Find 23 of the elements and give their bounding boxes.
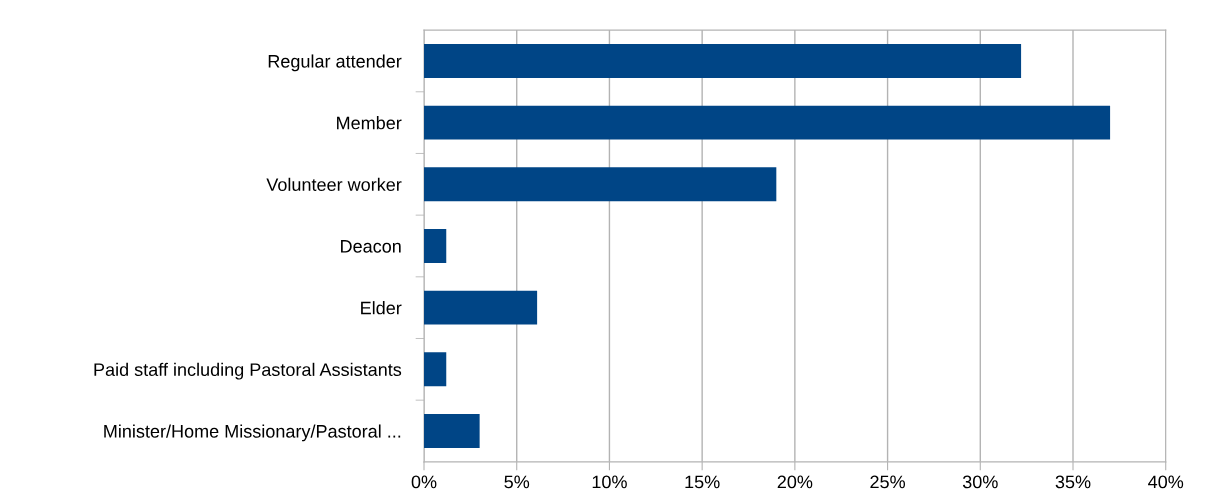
bar xyxy=(424,167,777,202)
bar xyxy=(424,105,1111,140)
x-tick-label: 0% xyxy=(411,475,437,489)
x-tick-label: 35% xyxy=(1055,475,1091,489)
x-tick-label: 30% xyxy=(962,475,998,489)
bar xyxy=(424,414,480,448)
bar xyxy=(424,290,538,325)
y-tick-label: Minister/Home Missionary/Pastoral ... xyxy=(104,424,401,442)
y-tick-label: Member xyxy=(337,116,402,130)
bar xyxy=(424,44,1022,78)
x-tick-label: 5% xyxy=(504,475,530,489)
x-tick-label: 15% xyxy=(685,475,720,489)
bar xyxy=(424,352,447,387)
bar xyxy=(424,229,447,263)
x-tick-label: 40% xyxy=(1148,475,1184,489)
y-tick-label: Paid staff including Pastoral Assistants xyxy=(94,362,402,380)
x-tick-label: 25% xyxy=(870,475,906,489)
y-tick-label: Deacon xyxy=(341,240,401,253)
y-tick-label: Elder xyxy=(361,301,402,315)
y-tick-label: Volunteer worker xyxy=(266,177,402,192)
x-tick-label: 10% xyxy=(592,475,627,489)
x-tick-label: 20% xyxy=(777,475,813,489)
y-tick-label: Regular attender xyxy=(268,54,402,72)
